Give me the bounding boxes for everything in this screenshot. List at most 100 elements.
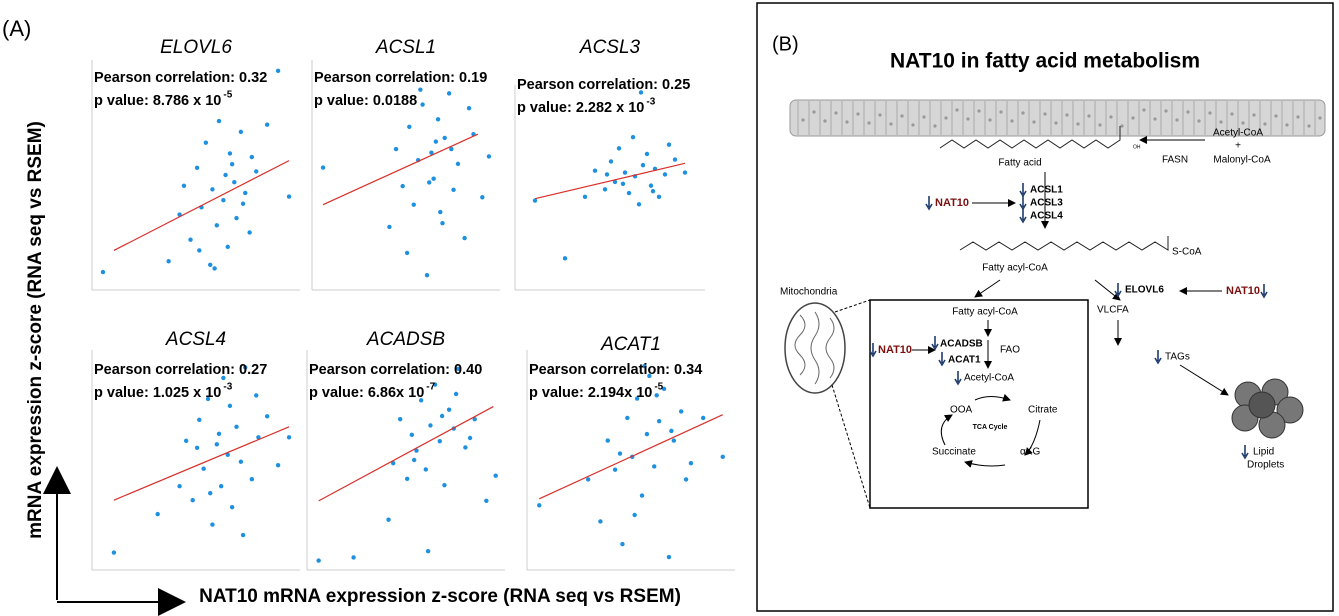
point	[442, 135, 447, 141]
chart-title: ACSL1	[375, 37, 436, 58]
point	[320, 165, 326, 170]
label: αKG	[1020, 447, 1040, 458]
point	[537, 503, 542, 508]
acyl-coa-chain	[959, 236, 1169, 251]
fatty-acid-chain	[939, 126, 1121, 149]
point	[414, 448, 419, 453]
point	[493, 473, 498, 478]
cell-nucleus	[1197, 119, 1201, 123]
point	[639, 493, 645, 498]
point	[201, 466, 206, 471]
point	[232, 179, 237, 185]
point	[397, 416, 403, 422]
point	[254, 169, 259, 174]
point	[612, 467, 618, 472]
point	[400, 183, 405, 189]
point	[181, 183, 187, 188]
cell-nucleus	[856, 112, 860, 116]
cell-nucleus	[911, 123, 915, 127]
down-arrow	[1260, 284, 1268, 299]
point	[111, 550, 117, 555]
label: OOA	[950, 405, 973, 416]
annotation: p value: 2.194x 10	[529, 385, 652, 401]
point	[100, 269, 106, 275]
point	[227, 151, 233, 156]
point	[264, 414, 270, 419]
cell-nucleus	[867, 121, 871, 125]
nat10: NAT10	[878, 344, 912, 356]
point	[682, 170, 688, 175]
point	[227, 403, 233, 409]
point	[429, 150, 434, 155]
point	[205, 396, 211, 402]
enzyme: ACSL4	[1030, 211, 1063, 222]
down-arrow	[869, 343, 877, 358]
down-arrow	[954, 371, 962, 386]
point	[229, 504, 235, 510]
point	[275, 463, 281, 468]
point	[622, 170, 628, 175]
annotation: Pearson correlation: 0.27	[94, 362, 267, 378]
point	[190, 497, 195, 503]
cell-nucleus	[1021, 111, 1025, 115]
cell-nucleus	[834, 111, 838, 115]
panel-frame	[756, 2, 1334, 612]
label: VLCFA	[1097, 305, 1129, 316]
point	[243, 190, 248, 196]
label: Fatty acid	[998, 158, 1041, 169]
point	[656, 418, 662, 424]
point	[424, 272, 430, 278]
point	[700, 415, 706, 421]
chart-title: ACAT1	[600, 334, 661, 355]
x-axis-label: NAT10 mRNA expression z-score (RNA seq v…	[199, 586, 681, 607]
point	[650, 189, 656, 194]
annotation: Pearson correlation: 0.19	[314, 70, 487, 86]
point	[472, 416, 477, 422]
zoom-line	[831, 384, 871, 509]
point	[177, 483, 182, 489]
enzyme: ELOVL6	[1125, 285, 1164, 296]
point	[210, 187, 215, 192]
point	[437, 438, 442, 444]
point	[386, 517, 391, 522]
point	[218, 483, 224, 489]
down-arrow	[1019, 209, 1027, 224]
point	[644, 431, 650, 437]
point	[582, 194, 588, 200]
label: Succinate	[932, 447, 976, 458]
panel-title: NAT10 in fatty acid metabolism	[890, 50, 1200, 73]
point	[626, 190, 632, 196]
nat10: NAT10	[935, 197, 969, 209]
point	[214, 442, 219, 447]
annotation: p value: 8.786 x 10	[94, 93, 221, 109]
point	[612, 179, 618, 185]
mito-box	[869, 299, 1089, 509]
point	[409, 432, 415, 438]
annotation: Pearson correlation: 0.25	[517, 77, 690, 93]
tca-arrows	[940, 393, 1041, 468]
point	[656, 194, 662, 200]
cell-nucleus	[801, 118, 805, 122]
point	[432, 382, 438, 387]
point	[387, 224, 392, 230]
point	[678, 409, 684, 414]
point	[197, 248, 202, 253]
cell-nucleus	[1318, 116, 1322, 120]
label: S-CoA	[1172, 247, 1202, 258]
down-arrow	[925, 196, 933, 211]
point	[404, 476, 410, 482]
point	[439, 413, 445, 419]
cell-nucleus	[1010, 119, 1014, 123]
fit-line	[113, 160, 290, 252]
cell-nucleus	[1263, 122, 1267, 126]
label: FASN	[1162, 155, 1188, 166]
label: TAGs	[1165, 352, 1190, 363]
label: +	[1235, 141, 1241, 152]
point	[672, 157, 678, 162]
p-exponent: -3	[223, 382, 232, 393]
point	[669, 428, 674, 434]
cell-nucleus	[1186, 110, 1190, 114]
enzyme: ACSL3	[1030, 198, 1063, 209]
point	[411, 457, 417, 463]
cell-nucleus	[812, 110, 816, 114]
